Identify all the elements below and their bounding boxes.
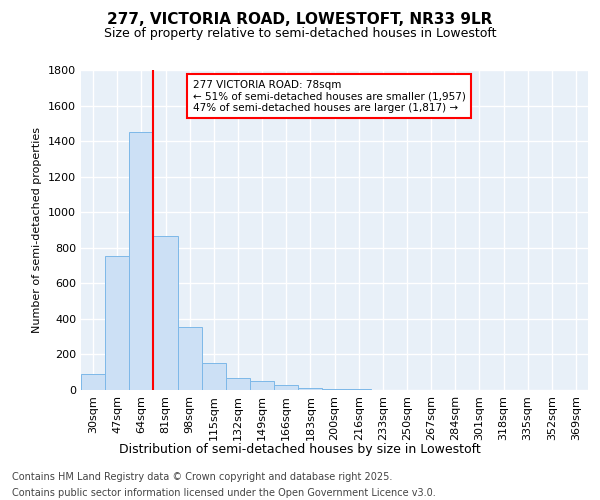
Bar <box>81 374 105 390</box>
Text: Contains HM Land Registry data © Crown copyright and database right 2025.: Contains HM Land Registry data © Crown c… <box>12 472 392 482</box>
Text: Contains public sector information licensed under the Open Government Licence v3: Contains public sector information licen… <box>12 488 436 498</box>
Bar <box>129 132 154 390</box>
Text: Distribution of semi-detached houses by size in Lowestoft: Distribution of semi-detached houses by … <box>119 442 481 456</box>
Text: 277, VICTORIA ROAD, LOWESTOFT, NR33 9LR: 277, VICTORIA ROAD, LOWESTOFT, NR33 9LR <box>107 12 493 28</box>
Bar <box>154 236 178 390</box>
Bar <box>322 389 347 390</box>
Bar <box>202 364 226 390</box>
Text: 277 VICTORIA ROAD: 78sqm
← 51% of semi-detached houses are smaller (1,957)
47% o: 277 VICTORIA ROAD: 78sqm ← 51% of semi-d… <box>193 80 466 113</box>
Bar <box>226 378 250 390</box>
Bar <box>105 256 129 390</box>
Text: Size of property relative to semi-detached houses in Lowestoft: Size of property relative to semi-detach… <box>104 28 496 40</box>
Bar <box>178 327 202 390</box>
Y-axis label: Number of semi-detached properties: Number of semi-detached properties <box>32 127 43 333</box>
Bar <box>298 388 322 390</box>
Bar <box>250 381 274 390</box>
Bar <box>274 385 298 390</box>
